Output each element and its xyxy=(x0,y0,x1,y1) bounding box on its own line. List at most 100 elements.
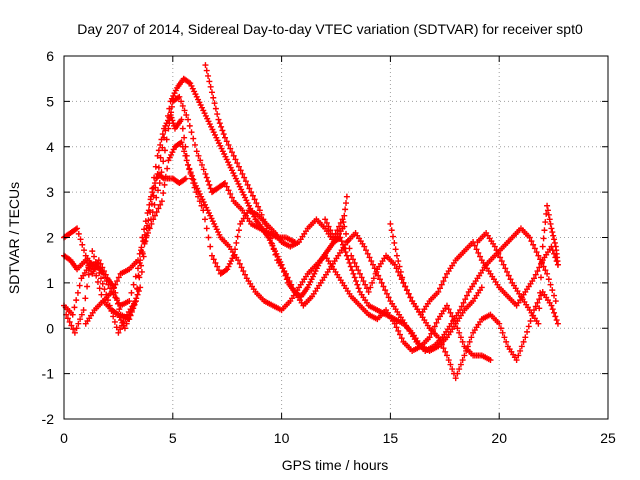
data-point xyxy=(170,120,177,127)
data-point xyxy=(475,249,482,256)
data-point xyxy=(376,276,383,283)
data-point xyxy=(462,296,469,303)
data-point xyxy=(547,220,554,227)
data-point xyxy=(504,268,511,275)
data-point xyxy=(105,281,112,288)
data-point xyxy=(525,323,532,330)
data-point xyxy=(341,223,348,230)
data-point xyxy=(160,158,167,165)
series-track-8 xyxy=(387,220,561,382)
data-point xyxy=(443,302,450,309)
data-point xyxy=(361,243,368,250)
data-point xyxy=(138,262,145,269)
data-point xyxy=(207,83,214,90)
data-point xyxy=(228,149,235,156)
data-point xyxy=(392,246,399,253)
data-point xyxy=(396,263,403,270)
data-point xyxy=(456,366,463,373)
data-point xyxy=(242,271,249,278)
series-track-2 xyxy=(61,93,298,318)
data-point xyxy=(503,338,510,345)
data-point xyxy=(110,313,117,320)
data-point xyxy=(534,299,541,306)
data-point xyxy=(513,357,520,364)
data-point xyxy=(507,276,514,283)
data-point xyxy=(166,105,173,112)
data-point xyxy=(445,357,452,364)
data-point xyxy=(547,281,554,288)
data-point xyxy=(164,165,171,172)
data-point xyxy=(81,247,88,254)
y-tick-label: 2 xyxy=(46,230,54,246)
data-point xyxy=(398,335,405,342)
data-point xyxy=(533,249,540,256)
data-point xyxy=(202,216,209,223)
data-point xyxy=(134,286,141,293)
data-point xyxy=(270,246,277,253)
data-point xyxy=(181,107,188,114)
data-point xyxy=(222,180,229,187)
data-point xyxy=(75,320,82,327)
data-point xyxy=(178,139,185,146)
data-point xyxy=(337,234,344,241)
data-point xyxy=(457,307,464,314)
data-point xyxy=(116,306,123,313)
data-point xyxy=(190,176,197,183)
data-point xyxy=(87,259,94,266)
data-point xyxy=(535,252,542,259)
data-point xyxy=(208,252,215,259)
data-point xyxy=(468,334,475,341)
data-point xyxy=(154,174,161,181)
data-point xyxy=(214,263,221,270)
x-tick-label: 15 xyxy=(383,430,399,446)
data-point xyxy=(407,294,414,301)
data-point xyxy=(322,216,329,223)
data-point xyxy=(355,285,362,292)
data-point xyxy=(385,294,392,301)
data-point xyxy=(343,193,350,200)
data-point xyxy=(248,189,255,196)
series-track-9 xyxy=(474,202,561,327)
data-point xyxy=(500,261,507,268)
data-point xyxy=(440,278,447,285)
data-point xyxy=(125,316,132,323)
data-point xyxy=(238,264,245,271)
data-point xyxy=(342,249,349,256)
data-point xyxy=(528,238,535,245)
data-point xyxy=(191,141,198,148)
data-point xyxy=(378,279,385,286)
data-point xyxy=(544,207,551,214)
data-point xyxy=(534,268,541,275)
data-point xyxy=(370,275,377,282)
data-point xyxy=(531,275,538,282)
data-point xyxy=(369,279,376,286)
data-point xyxy=(183,157,190,164)
data-point xyxy=(403,287,410,294)
data-point xyxy=(491,243,498,250)
data-point xyxy=(78,311,85,318)
data-point xyxy=(144,229,151,236)
data-point xyxy=(97,275,104,282)
data-point xyxy=(134,291,141,298)
data-point xyxy=(366,254,373,261)
y-tick-label: 0 xyxy=(46,320,54,336)
data-point xyxy=(536,296,543,303)
data-point xyxy=(157,154,164,161)
data-point xyxy=(179,125,186,132)
data-point xyxy=(549,306,556,313)
data-point xyxy=(200,166,207,173)
data-point xyxy=(186,165,193,172)
data-point xyxy=(207,243,214,250)
y-tick-label: 5 xyxy=(46,93,54,109)
data-point xyxy=(363,247,370,254)
data-point xyxy=(464,343,471,350)
data-point xyxy=(537,292,544,299)
data-point xyxy=(535,320,542,327)
data-point xyxy=(327,227,334,234)
data-point xyxy=(289,285,296,292)
data-point xyxy=(216,120,223,127)
data-point xyxy=(169,117,176,124)
data-point xyxy=(161,134,168,141)
data-point xyxy=(256,207,263,214)
data-point xyxy=(536,305,543,312)
